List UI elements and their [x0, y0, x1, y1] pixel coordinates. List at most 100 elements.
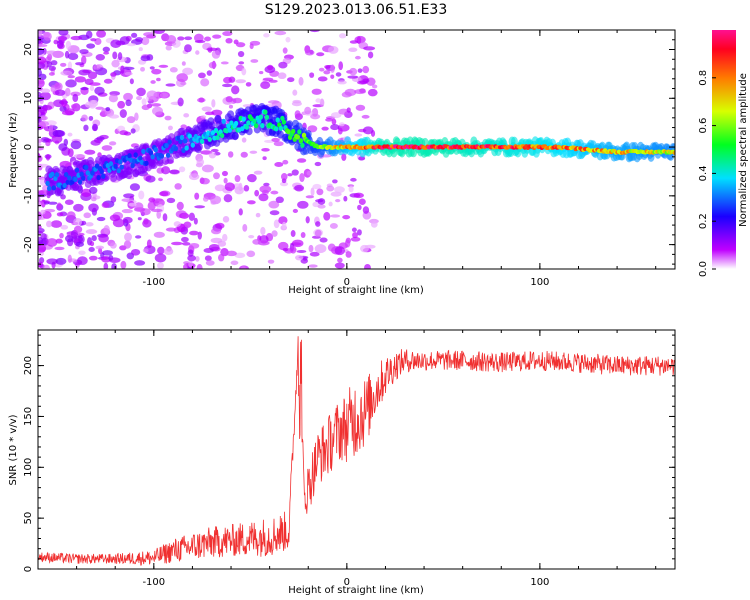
- spectrogram-noise-blob: [211, 99, 216, 108]
- spectrogram-noise-blob: [87, 71, 98, 80]
- spectrogram-noise-blob: [67, 75, 75, 79]
- spectrogram-ridge-core: [246, 120, 251, 126]
- spectrogram-noise-blob: [291, 169, 299, 176]
- spectrogram-noise-blob: [130, 128, 136, 134]
- spectrogram-noise-blob: [59, 105, 67, 112]
- spectrogram-noise-blob: [357, 204, 362, 211]
- spectrogram-ridge-core: [130, 162, 135, 169]
- spectrogram-noise-blob: [352, 231, 358, 239]
- spectrogram-noise-blob: [260, 81, 271, 90]
- spectrogram-noise-blob: [58, 143, 68, 152]
- snr-panel: -100 0 100 0 50 100 150 200 Height of straight …: [8, 329, 676, 596]
- spectrogram-noise-blob: [46, 238, 58, 247]
- spectrogram-noise-blob: [309, 251, 320, 257]
- spectrogram-noise-blob: [177, 36, 185, 41]
- spectrogram-noise-blob: [177, 97, 184, 107]
- spectrogram-noise-blob: [349, 67, 358, 76]
- spectrogram-noise-blob: [75, 62, 84, 66]
- spectrogram-noise-blob: [126, 43, 137, 47]
- spectrogram-noise-blob: [295, 255, 304, 261]
- spectrogram-noise-blob: [108, 94, 119, 103]
- spectrogram-noise-blob: [108, 257, 121, 263]
- spectrogram-noise-blob: [299, 173, 305, 183]
- spectrogram-noise-blob: [332, 179, 338, 184]
- spectrogram-ridge-core: [229, 120, 234, 126]
- spectrogram-noise-blob: [362, 206, 370, 214]
- spectrogram-ridge-core: [179, 134, 185, 141]
- spectrogram-ridge-core: [50, 171, 55, 177]
- spectrogram-ridge-core: [278, 125, 284, 131]
- spectrogram-noise-blob: [183, 113, 190, 118]
- spectrogram-ridge-core: [273, 126, 279, 132]
- spectrogram-noise-blob: [211, 49, 221, 59]
- spectrogram-ridge-core: [164, 142, 169, 149]
- snr-frame: [37, 329, 676, 570]
- spectrogram-noise-blob: [240, 266, 246, 269]
- spectrogram-noise-blob: [80, 188, 92, 198]
- spectrogram-noise-blob: [47, 201, 58, 205]
- spectrogram-noise-blob: [372, 84, 378, 89]
- spectrogram-noise-blob: [138, 190, 145, 200]
- spectrogram-noise-blob: [119, 109, 127, 118]
- spectrogram-noise-blob: [38, 147, 44, 151]
- spectrogram-noise-blob: [195, 50, 200, 55]
- spectrogram-noise-blob: [280, 173, 288, 181]
- spectrogram-noise-blob: [248, 234, 255, 239]
- colorbar-ticks: 0.0 0.2 0.4 0.6 0.8: [698, 70, 716, 277]
- spectrogram-ridge-core: [233, 120, 239, 127]
- spectrogram-noise-blob: [222, 83, 233, 88]
- spectrogram-ridge-core: [150, 154, 155, 160]
- spectrogram-noise-blob: [292, 89, 298, 96]
- spectrogram-noise-blob: [309, 30, 320, 33]
- spectrogram-noise-blob: [89, 82, 101, 86]
- spectrogram-noise-blob: [90, 139, 101, 146]
- spectrogram-noise-blob: [358, 156, 366, 161]
- spectrogram-noise-blob: [223, 76, 233, 84]
- spectrogram-noise-blob: [134, 260, 146, 266]
- spectrogram-noise-blob: [143, 32, 155, 37]
- spectrogram-noise-blob: [159, 92, 169, 98]
- snr-ticks: -100 0 100 0 50 100 150 200: [23, 330, 675, 588]
- spectrogram-noise-blob: [90, 99, 99, 107]
- spectrogram-ridge-halo: [56, 188, 64, 197]
- spectrogram-noise-blob: [109, 242, 117, 249]
- spectrogram-noise-blob: [319, 237, 328, 243]
- spectrogram-noise-blob: [184, 44, 192, 53]
- spectrogram-noise-blob: [200, 78, 210, 87]
- spectrogram-ridge-core: [118, 159, 123, 165]
- spectrogram-noise-blob: [173, 221, 181, 227]
- spectrogram-noise-blob: [38, 78, 45, 88]
- spectrogram-noise-blob: [82, 69, 92, 74]
- spectrogram-noise-blob: [206, 70, 213, 76]
- spectrogram-noise-blob: [263, 182, 270, 187]
- spectrogram-noise-blob: [72, 93, 79, 103]
- spectrogram-ridge-core: [190, 142, 196, 148]
- spectrogram-noise-blob: [81, 55, 87, 65]
- spectrogram-noise-blob: [56, 212, 64, 217]
- spectrogram-noise-blob: [55, 257, 67, 265]
- spectrogram-noise-blob: [38, 225, 42, 229]
- spectrogram-noise-blob: [150, 80, 156, 84]
- spectrogram-noise-blob: [158, 177, 163, 182]
- spectrogram-noise-blob: [200, 115, 207, 119]
- spectrogram-ytick-label: 20: [23, 43, 34, 56]
- spectrogram-noise-blob: [56, 202, 62, 210]
- spectrogram-noise-blob: [43, 264, 50, 269]
- spectrogram-noise-blob: [129, 78, 134, 85]
- spectrogram-noise-blob: [67, 148, 74, 158]
- spectrogram-noise-blob: [189, 242, 200, 249]
- spectrogram-ridge-core: [54, 172, 60, 178]
- spectrogram-noise-blob: [193, 217, 198, 225]
- spectrogram-noise-blob: [79, 49, 89, 55]
- spectrogram-ridge-core: [173, 146, 179, 152]
- spectrogram-noise-blob: [38, 47, 45, 56]
- spectrogram-noise-blob: [142, 248, 149, 253]
- spectrogram-ridge-halo: [231, 131, 239, 140]
- spectrogram-noise-blob: [88, 186, 98, 194]
- spectrogram-noise-blob: [361, 114, 370, 119]
- snr-xtick-label: 0: [344, 577, 350, 588]
- spectrogram-noise-blob: [119, 36, 130, 45]
- spectrogram-noise-blob: [187, 249, 194, 257]
- spectrogram-noise-blob: [364, 264, 371, 269]
- spectrogram-noise-blob: [105, 106, 111, 112]
